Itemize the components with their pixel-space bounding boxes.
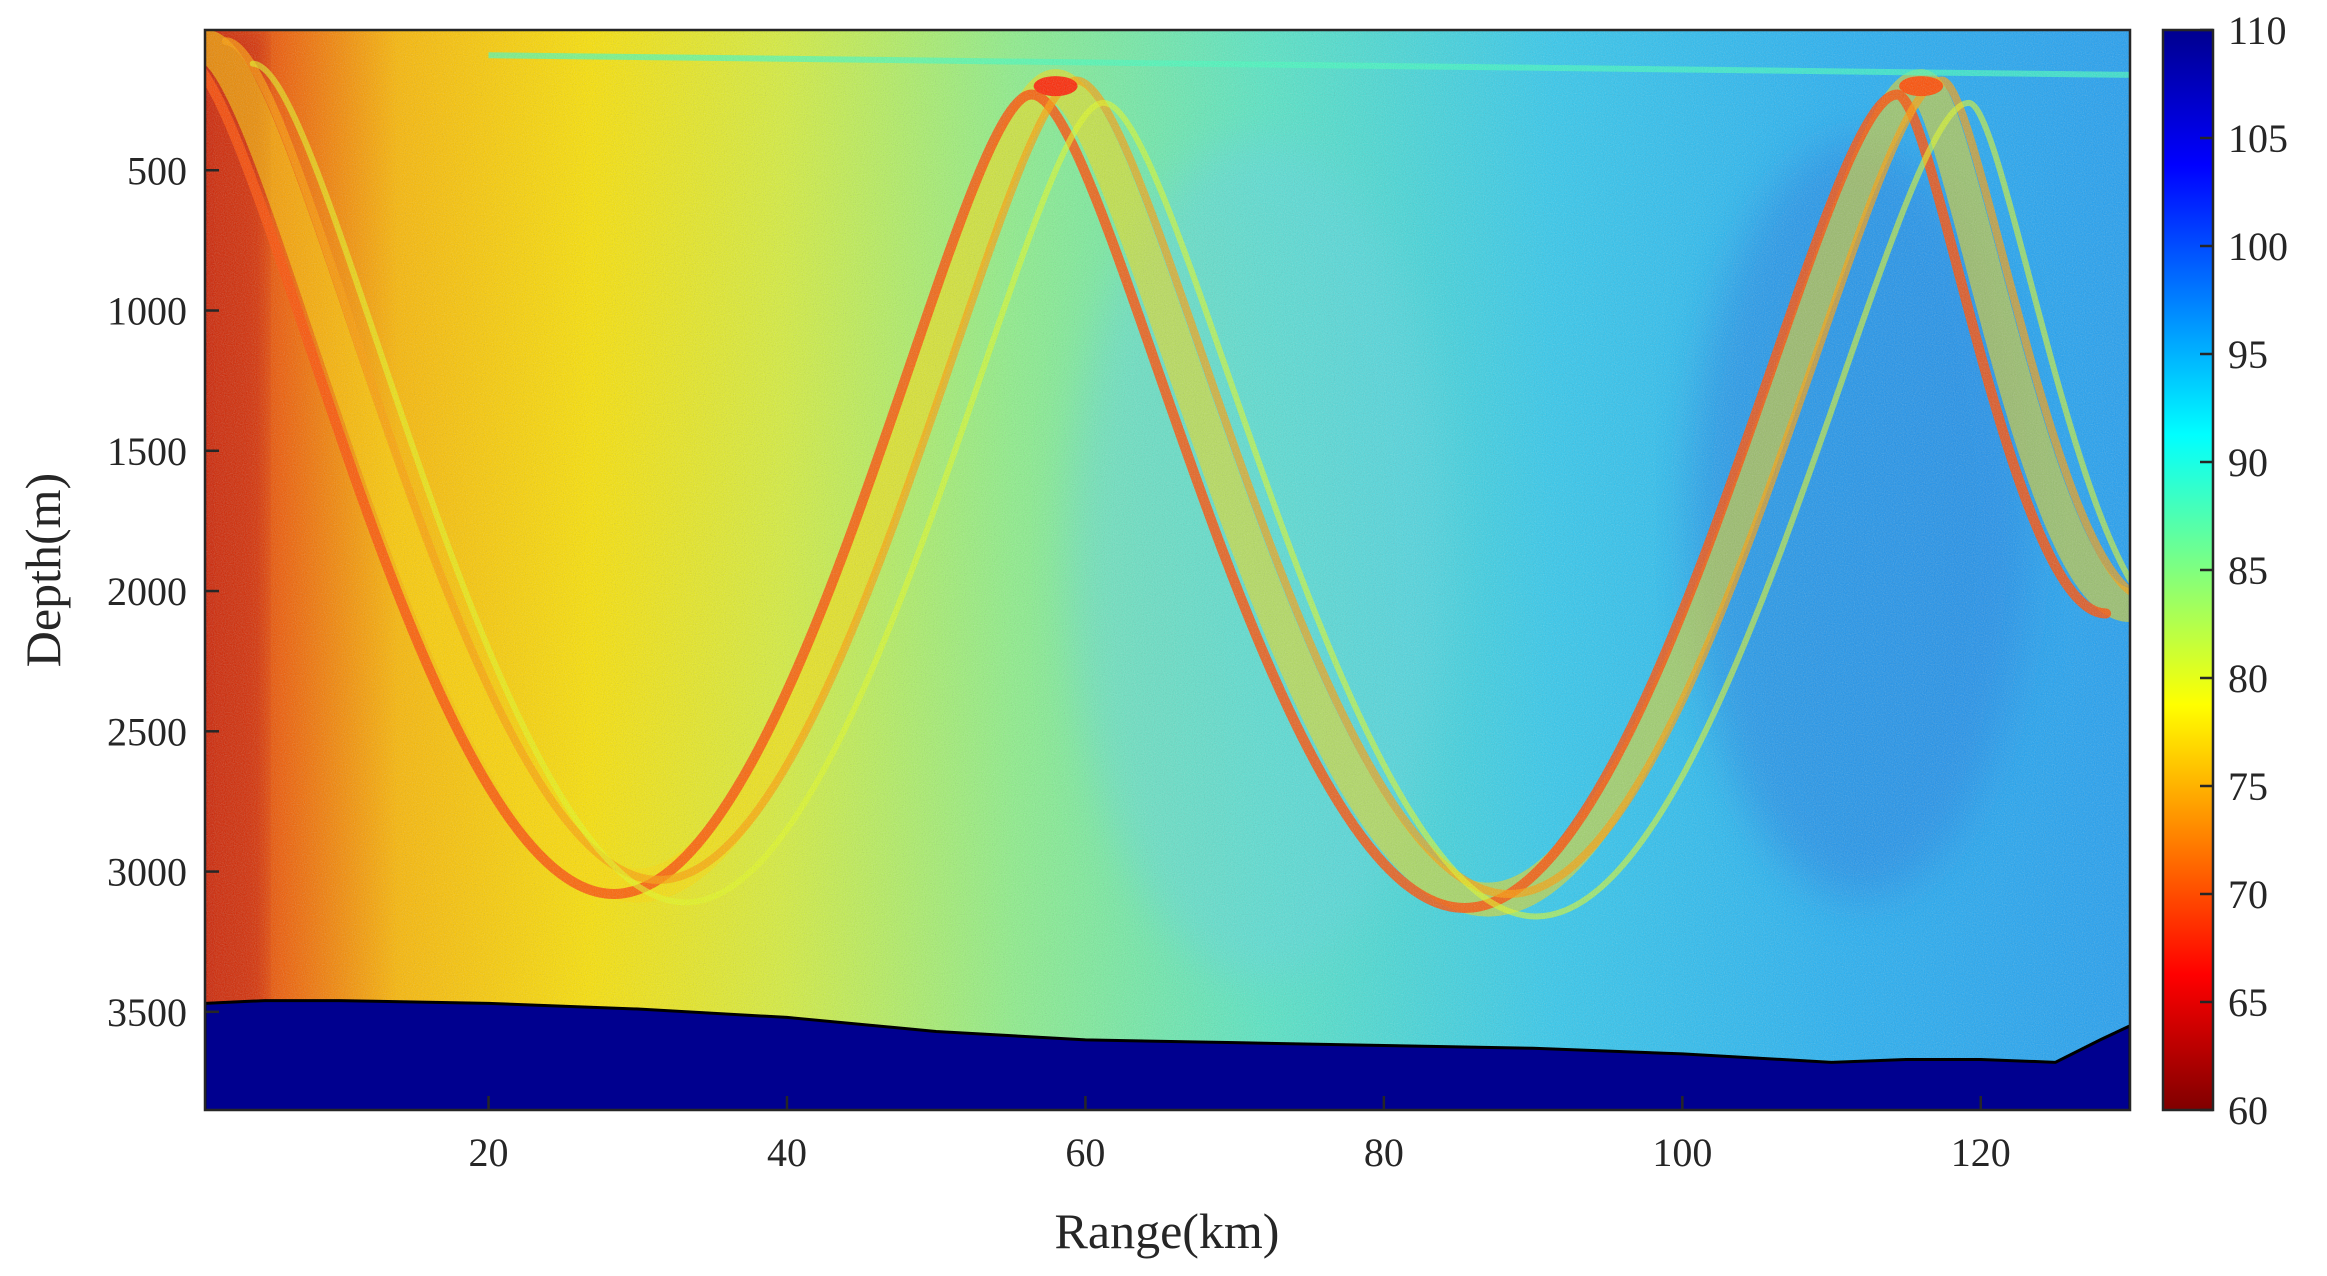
colorbar-tick-label: 95 bbox=[2228, 332, 2268, 377]
seabed bbox=[205, 999, 2130, 1110]
plot-area bbox=[205, 30, 2130, 1110]
colorbar-tick-label: 90 bbox=[2228, 440, 2268, 485]
x-tick-label: 80 bbox=[1364, 1130, 1404, 1175]
colorbar-tick-label: 105 bbox=[2228, 116, 2288, 161]
y-tick-label: 1000 bbox=[107, 289, 187, 334]
x-tick-label: 40 bbox=[767, 1130, 807, 1175]
colorbar-tick-label: 70 bbox=[2228, 872, 2268, 917]
y-tick-label: 3000 bbox=[107, 850, 187, 895]
y-tick-label: 1500 bbox=[107, 429, 187, 474]
axes: 20 40 60 80 100 120 500 1000 1500 2000 2500 3000 35… bbox=[15, 28, 2132, 1259]
colorbar-tick-label: 80 bbox=[2228, 656, 2268, 701]
y-tick-label: 3500 bbox=[107, 990, 187, 1035]
x-tick-label: 60 bbox=[1065, 1130, 1105, 1175]
y-tick-label: 500 bbox=[127, 148, 187, 193]
x-tick-label: 120 bbox=[1951, 1130, 2011, 1175]
field-grain bbox=[205, 30, 2130, 1110]
colorbar-tick-label: 75 bbox=[2228, 764, 2268, 809]
x-axis-ticks: 20 40 60 80 100 120 bbox=[469, 1096, 2011, 1175]
colorbar: 60 65 70 75 80 85 90 95 100 105 110 bbox=[2161, 8, 2288, 1133]
y-axis-ticks: 500 1000 1500 2000 2500 3000 3500 bbox=[107, 148, 219, 1035]
colorbar-tick-label: 60 bbox=[2228, 1088, 2268, 1133]
colorbar-tick-label: 85 bbox=[2228, 548, 2268, 593]
y-tick-label: 2000 bbox=[107, 569, 187, 614]
colorbar-tick-label: 100 bbox=[2228, 224, 2288, 269]
plot-frame bbox=[203, 28, 2132, 1112]
x-tick-label: 20 bbox=[469, 1130, 509, 1175]
colorbar-tick-label: 65 bbox=[2228, 980, 2268, 1025]
colorbar-ticks: 60 65 70 75 80 85 90 95 100 105 110 bbox=[2200, 8, 2288, 1133]
x-tick-label: 100 bbox=[1652, 1130, 1712, 1175]
x-axis-label: Range(km) bbox=[1055, 1203, 1280, 1259]
y-axis-label: Depth(m) bbox=[15, 473, 71, 667]
colorbar-tick-label: 110 bbox=[2228, 8, 2287, 53]
y-tick-label: 2500 bbox=[107, 709, 187, 754]
